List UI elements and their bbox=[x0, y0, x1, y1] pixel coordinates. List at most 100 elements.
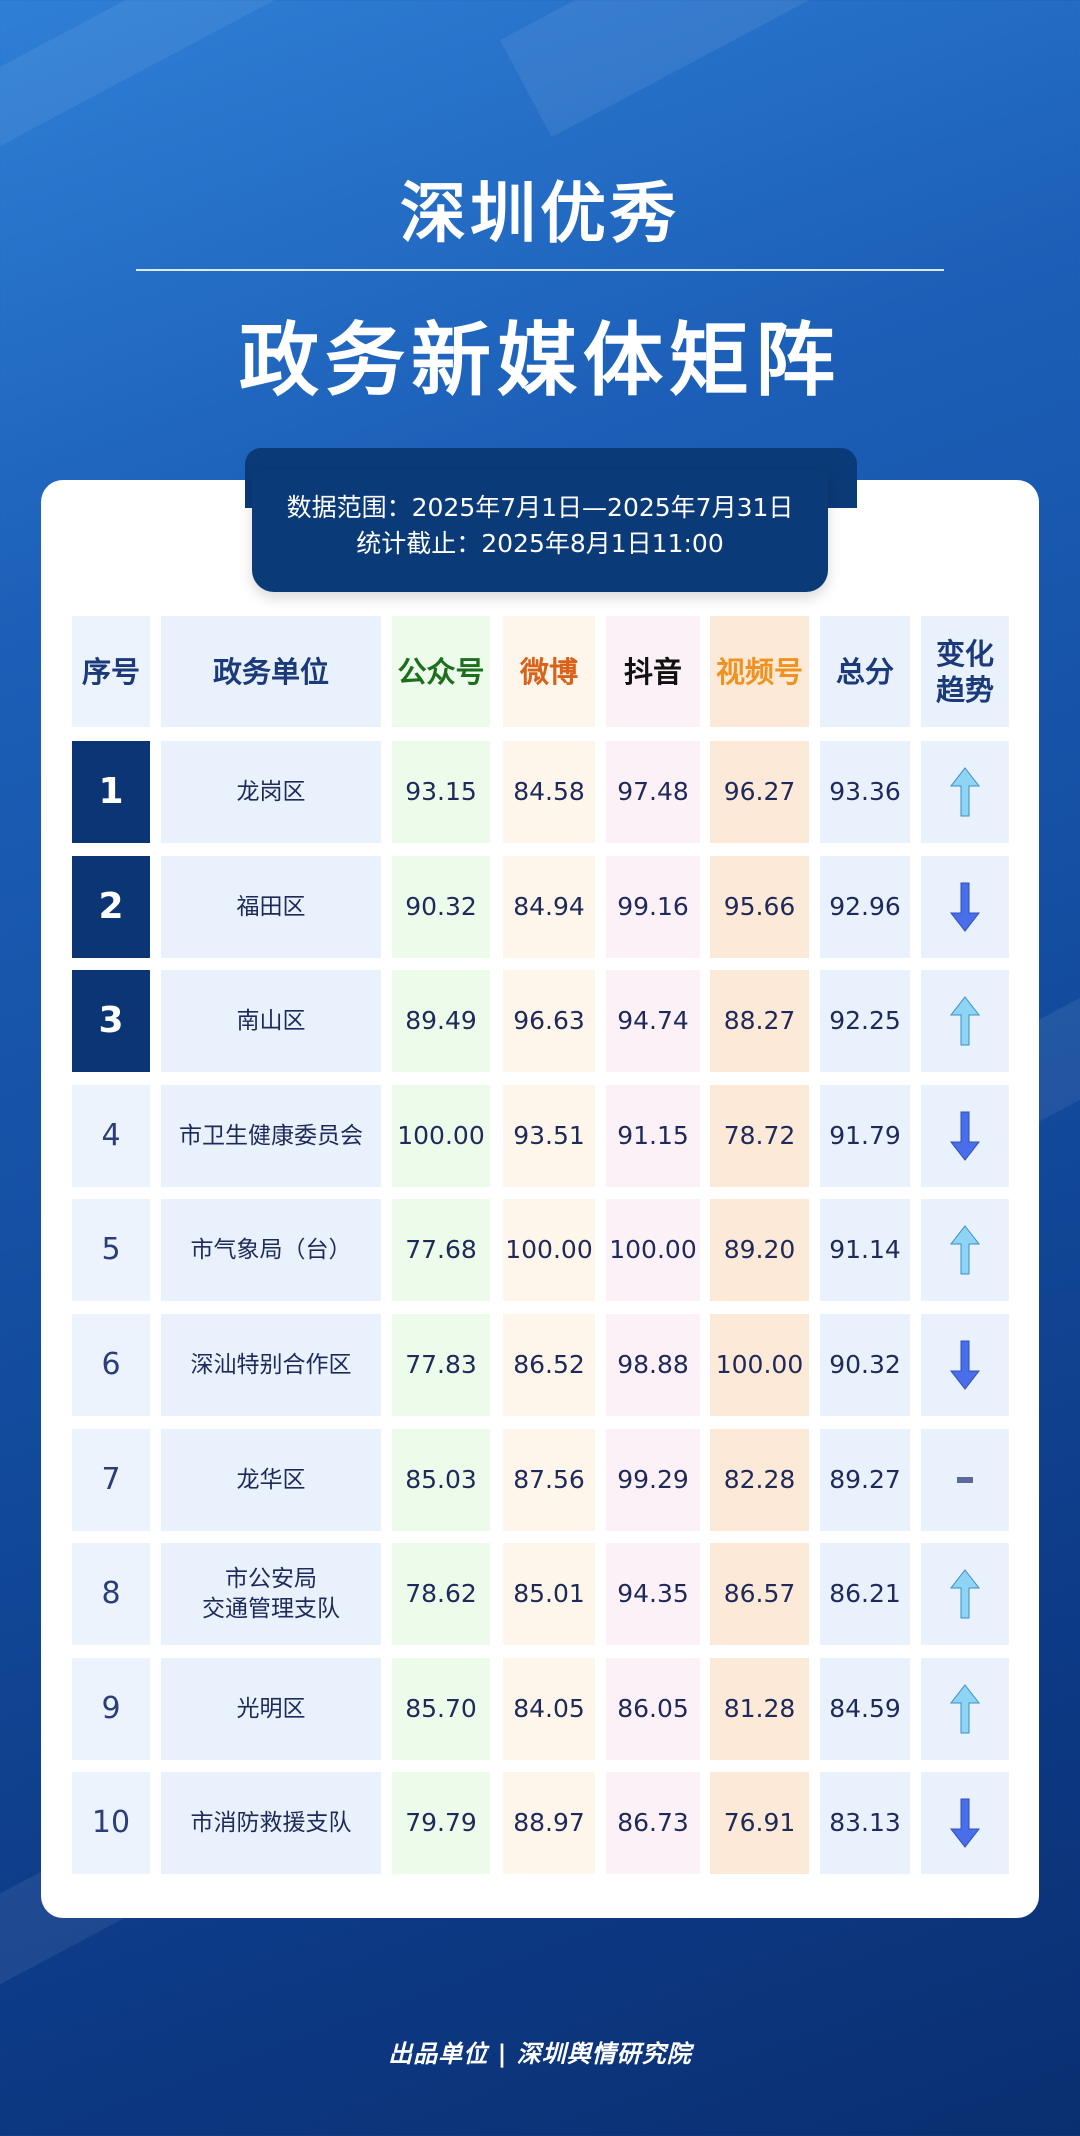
rank-cell: 4 bbox=[72, 1084, 150, 1187]
rank-cell: 3 bbox=[72, 970, 150, 1073]
arrow-up-icon bbox=[949, 767, 981, 817]
rank-cell: 10 bbox=[72, 1772, 150, 1875]
weibo-cell: 85.01 bbox=[503, 1543, 595, 1646]
douyin-cell: 99.29 bbox=[606, 1428, 700, 1531]
unit-cell: 深汕特别合作区 bbox=[161, 1314, 381, 1416]
header-gongzhonghao: 公众号 bbox=[392, 616, 490, 727]
douyin-cell: 94.35 bbox=[606, 1543, 700, 1646]
arrow-up-icon bbox=[949, 1225, 981, 1275]
shipinhao-cell: 78.72 bbox=[710, 1084, 809, 1187]
trend-cell bbox=[921, 1428, 1009, 1531]
weibo-cell: 88.97 bbox=[503, 1772, 595, 1875]
weibo-cell: 93.51 bbox=[503, 1084, 595, 1187]
trend-cell bbox=[921, 970, 1009, 1073]
trend-cell bbox=[921, 1084, 1009, 1187]
stat-cutoff: 统计截止：2025年8月1日11:00 bbox=[356, 529, 724, 558]
shipinhao-cell: 100.00 bbox=[710, 1314, 809, 1416]
unit-cell: 福田区 bbox=[161, 855, 381, 958]
info-tab: 数据范围：2025年7月1日—2025年7月31日 统计截止：2025年8月1日… bbox=[252, 470, 828, 592]
weibo-cell: 96.63 bbox=[503, 970, 595, 1073]
weibo-cell: 84.58 bbox=[503, 741, 595, 843]
arrow-up-icon bbox=[949, 1683, 981, 1734]
gongzhonghao-cell: 93.15 bbox=[392, 741, 490, 843]
arrow-down-icon bbox=[949, 1798, 981, 1849]
rank-cell: 8 bbox=[72, 1543, 150, 1646]
total-score-cell: 90.32 bbox=[820, 1314, 910, 1416]
douyin-cell: 100.00 bbox=[606, 1199, 700, 1302]
douyin-cell: 86.05 bbox=[606, 1657, 700, 1760]
shipinhao-cell: 88.27 bbox=[710, 970, 809, 1073]
total-score-cell: 83.13 bbox=[820, 1772, 910, 1875]
dash-icon bbox=[957, 1476, 973, 1483]
gongzhonghao-cell: 79.79 bbox=[392, 1772, 490, 1875]
header-rank: 序号 bbox=[72, 616, 150, 727]
shipinhao-cell: 76.91 bbox=[710, 1772, 809, 1875]
unit-cell: 龙岗区 bbox=[161, 741, 381, 843]
shipinhao-cell: 95.66 bbox=[710, 855, 809, 958]
shipinhao-cell: 96.27 bbox=[710, 741, 809, 843]
unit-cell: 市公安局 交通管理支队 bbox=[161, 1543, 381, 1646]
rank-cell: 1 bbox=[72, 741, 150, 843]
gongzhonghao-cell: 78.62 bbox=[392, 1543, 490, 1646]
gongzhonghao-cell: 89.49 bbox=[392, 970, 490, 1073]
header-shipinhao: 视频号 bbox=[710, 616, 809, 727]
title-divider bbox=[136, 269, 944, 271]
gongzhonghao-cell: 77.83 bbox=[392, 1314, 490, 1416]
rank-cell: 5 bbox=[72, 1199, 150, 1302]
weibo-cell: 84.05 bbox=[503, 1657, 595, 1760]
data-range: 数据范围：2025年7月1日—2025年7月31日 bbox=[286, 493, 794, 522]
arrow-up-icon bbox=[949, 996, 981, 1046]
total-score-cell: 91.14 bbox=[820, 1199, 910, 1302]
douyin-cell: 97.48 bbox=[606, 741, 700, 843]
header-total-score: 总分 bbox=[820, 616, 910, 727]
shipinhao-cell: 81.28 bbox=[710, 1657, 809, 1760]
shipinhao-cell: 89.20 bbox=[710, 1199, 809, 1302]
title-line1: 深圳优秀 bbox=[400, 175, 680, 252]
trend-cell bbox=[921, 855, 1009, 958]
rank-cell: 6 bbox=[72, 1314, 150, 1416]
unit-cell: 市消防救援支队 bbox=[161, 1772, 381, 1875]
total-score-cell: 92.96 bbox=[820, 855, 910, 958]
douyin-cell: 91.15 bbox=[606, 1084, 700, 1187]
arrow-down-icon bbox=[949, 1111, 981, 1161]
douyin-cell: 98.88 bbox=[606, 1314, 700, 1416]
total-score-cell: 84.59 bbox=[820, 1657, 910, 1760]
douyin-cell: 86.73 bbox=[606, 1772, 700, 1875]
header-douyin: 抖音 bbox=[606, 616, 700, 727]
gongzhonghao-cell: 85.70 bbox=[392, 1657, 490, 1760]
bg-streak bbox=[500, 0, 1080, 138]
shipinhao-cell: 82.28 bbox=[710, 1428, 809, 1531]
total-score-cell: 92.25 bbox=[820, 970, 910, 1073]
unit-cell: 市气象局（台） bbox=[161, 1199, 381, 1302]
rank-cell: 9 bbox=[72, 1657, 150, 1760]
unit-cell: 光明区 bbox=[161, 1657, 381, 1760]
trend-cell bbox=[921, 741, 1009, 843]
trend-cell bbox=[921, 1314, 1009, 1416]
rank-cell: 7 bbox=[72, 1428, 150, 1531]
arrow-down-icon bbox=[949, 1340, 981, 1390]
total-score-cell: 91.79 bbox=[820, 1084, 910, 1187]
gongzhonghao-cell: 85.03 bbox=[392, 1428, 490, 1531]
weibo-cell: 87.56 bbox=[503, 1428, 595, 1531]
total-score-cell: 86.21 bbox=[820, 1543, 910, 1646]
gongzhonghao-cell: 90.32 bbox=[392, 855, 490, 958]
footer-credit: 出品单位 | 深圳舆情研究院 bbox=[388, 2040, 692, 2068]
trend-cell bbox=[921, 1772, 1009, 1875]
weibo-cell: 84.94 bbox=[503, 855, 595, 958]
shipinhao-cell: 86.57 bbox=[710, 1543, 809, 1646]
weibo-cell: 86.52 bbox=[503, 1314, 595, 1416]
gongzhonghao-cell: 100.00 bbox=[392, 1084, 490, 1187]
trend-cell bbox=[921, 1657, 1009, 1760]
unit-cell: 南山区 bbox=[161, 970, 381, 1073]
weibo-cell: 100.00 bbox=[503, 1199, 595, 1302]
arrow-down-icon bbox=[949, 882, 981, 932]
unit-cell: 市卫生健康委员会 bbox=[161, 1084, 381, 1187]
header-unit: 政务单位 bbox=[161, 616, 381, 727]
total-score-cell: 93.36 bbox=[820, 741, 910, 843]
header-weibo: 微博 bbox=[503, 616, 595, 727]
trend-cell bbox=[921, 1199, 1009, 1302]
douyin-cell: 94.74 bbox=[606, 970, 700, 1073]
rank-cell: 2 bbox=[72, 855, 150, 958]
trend-cell bbox=[921, 1543, 1009, 1646]
gongzhonghao-cell: 77.68 bbox=[392, 1199, 490, 1302]
